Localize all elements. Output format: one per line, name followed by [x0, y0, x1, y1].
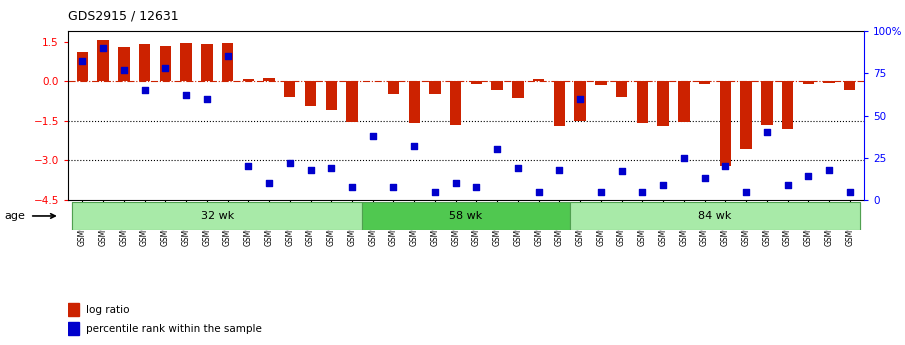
Point — [614, 169, 629, 174]
Text: 32 wk: 32 wk — [201, 211, 233, 221]
Bar — [98, 40, 109, 81]
Point — [822, 167, 836, 172]
Point — [428, 189, 443, 195]
Bar — [803, 81, 814, 85]
Text: 58 wk: 58 wk — [450, 211, 482, 221]
Bar — [119, 47, 129, 81]
Point — [801, 174, 815, 179]
Bar — [362, 202, 570, 230]
Point — [698, 175, 712, 181]
Bar — [554, 81, 565, 126]
Bar — [68, 304, 80, 316]
Bar — [138, 44, 150, 81]
Bar — [284, 81, 296, 97]
Bar — [719, 81, 731, 166]
Point — [780, 182, 795, 188]
Text: log ratio: log ratio — [86, 305, 129, 315]
Point — [117, 67, 131, 73]
Point — [718, 164, 732, 169]
Bar — [699, 81, 710, 85]
Bar — [512, 81, 524, 98]
Point — [138, 87, 152, 93]
Bar — [491, 81, 503, 90]
Text: percentile rank within the sample: percentile rank within the sample — [86, 324, 262, 334]
Bar — [657, 81, 669, 126]
Point — [594, 189, 608, 195]
Text: GDS2915 / 12631: GDS2915 / 12631 — [68, 9, 178, 22]
Bar — [636, 81, 648, 124]
Bar — [450, 81, 462, 125]
Bar — [180, 43, 192, 81]
Bar — [533, 79, 545, 81]
Bar — [429, 81, 441, 95]
Bar — [595, 81, 606, 85]
Text: 84 wk: 84 wk — [699, 211, 731, 221]
Bar — [222, 43, 233, 81]
Bar — [347, 81, 357, 122]
Bar — [761, 81, 773, 125]
Bar — [326, 81, 337, 110]
Bar — [72, 202, 362, 230]
Point — [366, 133, 380, 139]
Point — [282, 160, 297, 166]
Bar — [824, 81, 834, 82]
Point — [241, 164, 255, 169]
Point — [738, 189, 753, 195]
Point — [510, 165, 525, 171]
Point — [573, 96, 587, 101]
Bar — [678, 81, 690, 122]
Point — [469, 184, 483, 189]
Bar — [575, 81, 586, 121]
Point — [96, 45, 110, 51]
Point — [843, 189, 857, 195]
Point — [449, 180, 463, 186]
Bar — [616, 81, 627, 97]
Bar — [68, 323, 80, 335]
Bar — [243, 79, 254, 81]
Bar — [844, 81, 855, 90]
Point — [656, 182, 671, 188]
Bar — [408, 81, 420, 124]
Bar — [387, 81, 399, 95]
Bar — [782, 81, 794, 129]
Point — [303, 167, 318, 172]
Bar — [159, 46, 171, 81]
Bar — [305, 81, 316, 106]
Point — [220, 54, 234, 59]
Point — [200, 96, 214, 101]
Bar — [77, 52, 88, 81]
Point — [490, 147, 504, 152]
Point — [386, 184, 401, 189]
Point — [179, 92, 194, 98]
Bar — [570, 202, 860, 230]
Point — [531, 189, 546, 195]
Bar — [263, 78, 275, 81]
Point — [345, 184, 359, 189]
Point — [552, 167, 567, 172]
Point — [262, 180, 276, 186]
Point — [324, 165, 338, 171]
Point — [677, 155, 691, 161]
Text: age: age — [5, 211, 25, 221]
Point — [158, 66, 173, 71]
Bar — [471, 81, 482, 85]
Point — [75, 59, 90, 64]
Point — [407, 143, 422, 149]
Bar — [201, 44, 213, 81]
Point — [759, 130, 774, 135]
Point — [635, 189, 650, 195]
Bar — [740, 81, 752, 149]
